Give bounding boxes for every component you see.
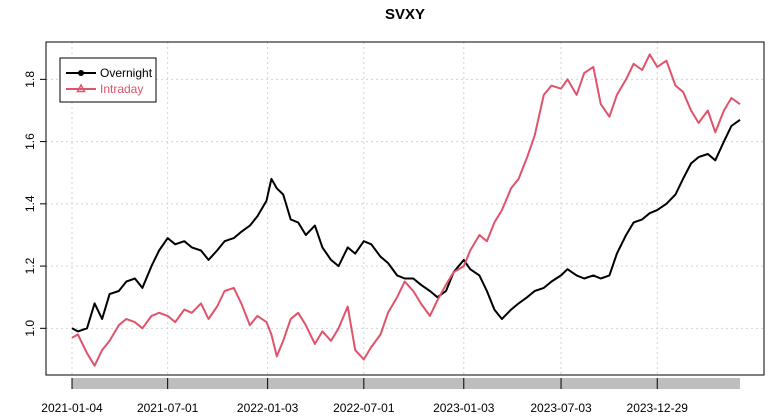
legend: Overnight Intraday xyxy=(59,57,157,103)
x-tick-label: 2023-07-03 xyxy=(530,401,592,415)
x-ticks: 2021-01-04 2021-07-01 2022-01-03 2022-07-01… xyxy=(41,378,688,415)
y-tick-label: 1.6 xyxy=(23,133,37,150)
legend-label-overnight: Overnight xyxy=(100,66,153,80)
legend-marker-intraday xyxy=(76,83,86,93)
plot-frame xyxy=(45,41,765,376)
series-line-overnight xyxy=(71,118,741,333)
x-tick-label: 2023-01-03 xyxy=(433,401,495,415)
series-line-intraday xyxy=(71,53,741,367)
x-axis-band xyxy=(72,378,740,389)
legend-marker-overnight xyxy=(78,70,84,76)
grid xyxy=(46,42,764,375)
y-tick-label: 1.8 xyxy=(23,71,37,88)
y-axis: 1.0 1.2 1.4 1.6 1.8 xyxy=(23,71,47,337)
y-tick-label: 1.0 xyxy=(23,320,37,337)
x-tick-label: 2021-01-04 xyxy=(41,401,103,415)
x-tick-label: 2022-07-01 xyxy=(333,401,395,415)
legend-box xyxy=(59,57,157,103)
x-tick-label: 2022-01-03 xyxy=(237,401,299,415)
chart-title: SVXY xyxy=(385,6,425,23)
legend-label-intraday: Intraday xyxy=(100,82,143,96)
x-tick-label: 2023-12-29 xyxy=(627,401,689,415)
x-tick-label: 2021-07-01 xyxy=(137,401,199,415)
series-lines xyxy=(71,53,741,367)
y-tick-label: 1.2 xyxy=(23,257,37,274)
y-tick-label: 1.4 xyxy=(23,195,37,212)
